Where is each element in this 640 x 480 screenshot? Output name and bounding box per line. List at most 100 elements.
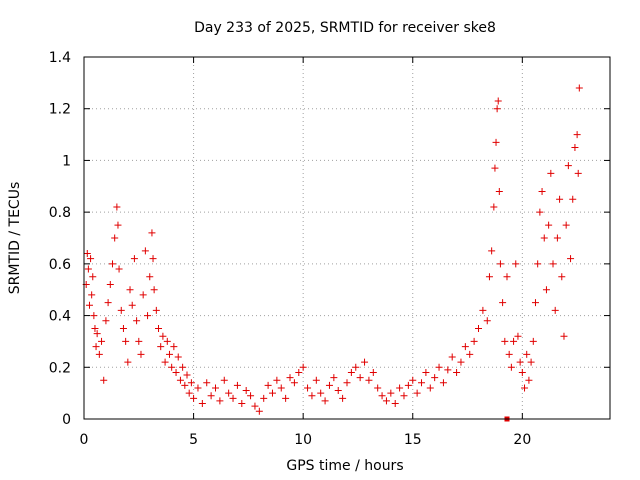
data-point (518, 368, 526, 376)
data-point (247, 392, 255, 400)
x-axis-label: GPS time / hours (286, 458, 403, 474)
data-point (181, 381, 189, 389)
data-point (562, 221, 570, 229)
data-point (146, 273, 154, 281)
data-point (90, 312, 98, 320)
x-tick-label: 5 (189, 432, 198, 448)
data-point (439, 379, 447, 387)
data-point (361, 358, 369, 366)
data-point (282, 394, 290, 402)
data-point (382, 397, 390, 405)
data-point (113, 203, 121, 211)
data-point (216, 397, 224, 405)
data-point (159, 332, 167, 340)
data-point (542, 286, 550, 294)
data-point (558, 273, 566, 281)
data-point (295, 368, 303, 376)
data-point (194, 384, 202, 392)
data-point (312, 376, 320, 384)
data-point (122, 337, 130, 345)
data-point (510, 337, 518, 345)
data-point (461, 343, 469, 351)
data-point (155, 325, 163, 332)
data-point (553, 234, 561, 242)
data-point (527, 358, 535, 366)
data-point (92, 343, 100, 351)
data-point (100, 376, 108, 384)
data-point (483, 317, 491, 325)
data-point (413, 389, 421, 397)
data-point (174, 353, 182, 361)
data-point (185, 389, 193, 397)
data-point (225, 389, 233, 397)
data-point (538, 187, 546, 195)
plot-frame (83, 56, 611, 420)
data-point (569, 195, 577, 203)
data-point (339, 394, 347, 402)
data-point (119, 325, 127, 332)
data-point (475, 325, 482, 332)
data-point (207, 392, 215, 400)
data-point (374, 384, 382, 392)
data-point (198, 399, 206, 407)
data-point (308, 392, 316, 400)
data-point (135, 337, 143, 345)
data-point (170, 343, 178, 351)
data-point (560, 332, 568, 340)
data-point (495, 187, 503, 195)
data-point (567, 255, 575, 263)
data-point (369, 368, 377, 376)
data-point (264, 381, 272, 389)
data-point (501, 337, 509, 345)
data-point (356, 374, 364, 382)
data-point (163, 337, 171, 345)
data-points (82, 84, 583, 422)
data-point (490, 203, 498, 211)
data-point (130, 255, 138, 263)
data-point (334, 387, 342, 395)
data-point (161, 358, 169, 366)
data-point (115, 265, 123, 273)
data-point (573, 131, 581, 139)
data-point (422, 368, 430, 376)
data-point (503, 273, 511, 281)
y-tick-label: 1.2 (49, 102, 71, 118)
data-point (229, 394, 237, 402)
data-point (488, 247, 496, 255)
data-point (152, 306, 160, 314)
data-point (255, 407, 263, 415)
data-point (516, 358, 524, 366)
data-point (133, 317, 141, 325)
data-point (534, 260, 542, 268)
data-point (137, 350, 145, 358)
data-point (431, 374, 439, 382)
data-point (157, 343, 165, 351)
data-point (304, 384, 312, 392)
data-point (409, 376, 417, 384)
data-point (277, 384, 285, 392)
data-point (435, 363, 443, 371)
data-point (352, 363, 360, 371)
data-point (574, 169, 582, 177)
data-point (190, 394, 198, 402)
data-point (172, 368, 180, 376)
data-point (84, 265, 92, 273)
grid-lines (84, 57, 610, 419)
y-tick-label: 1.4 (49, 50, 71, 66)
data-point (493, 105, 501, 113)
data-point (453, 368, 461, 376)
x-tick-label: 15 (404, 432, 422, 448)
data-point (203, 379, 211, 387)
data-point (536, 208, 544, 216)
data-point (126, 286, 134, 294)
data-point (290, 379, 298, 387)
data-point (251, 402, 259, 410)
x-tick-label: 0 (80, 432, 89, 448)
data-point (111, 234, 119, 242)
data-point (220, 376, 228, 384)
data-point (479, 306, 487, 314)
data-point (91, 325, 99, 332)
data-point (321, 397, 329, 405)
data-point (529, 337, 537, 345)
data-point (149, 255, 157, 263)
